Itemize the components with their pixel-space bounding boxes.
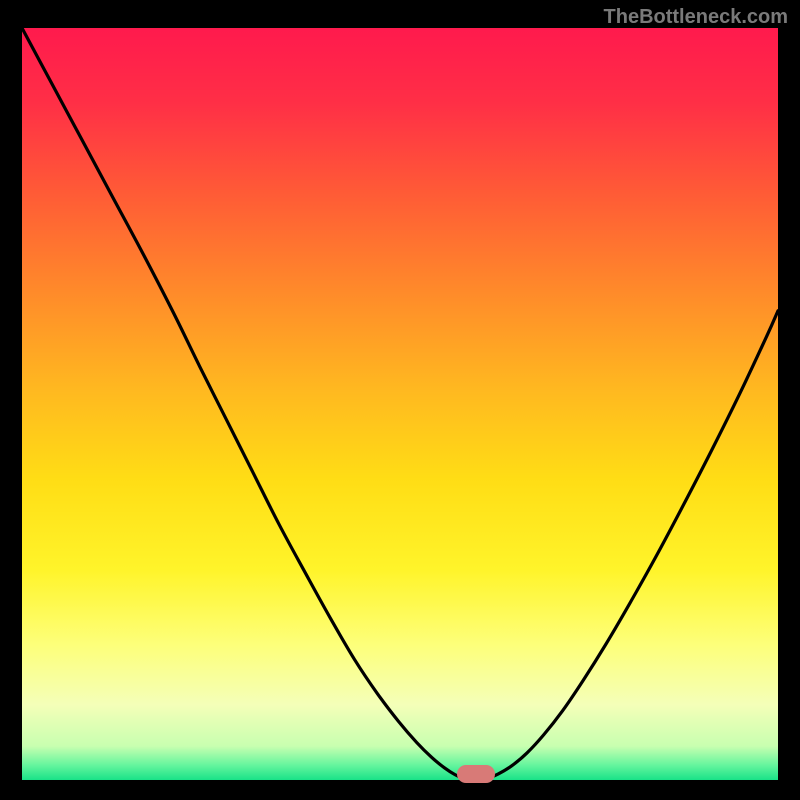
plot-area (22, 28, 778, 780)
watermark-text: TheBottleneck.com (604, 6, 788, 29)
bottleneck-chart: TheBottleneck.com (0, 0, 800, 800)
optimal-point-marker (457, 765, 495, 783)
bottleneck-curve (22, 28, 778, 780)
